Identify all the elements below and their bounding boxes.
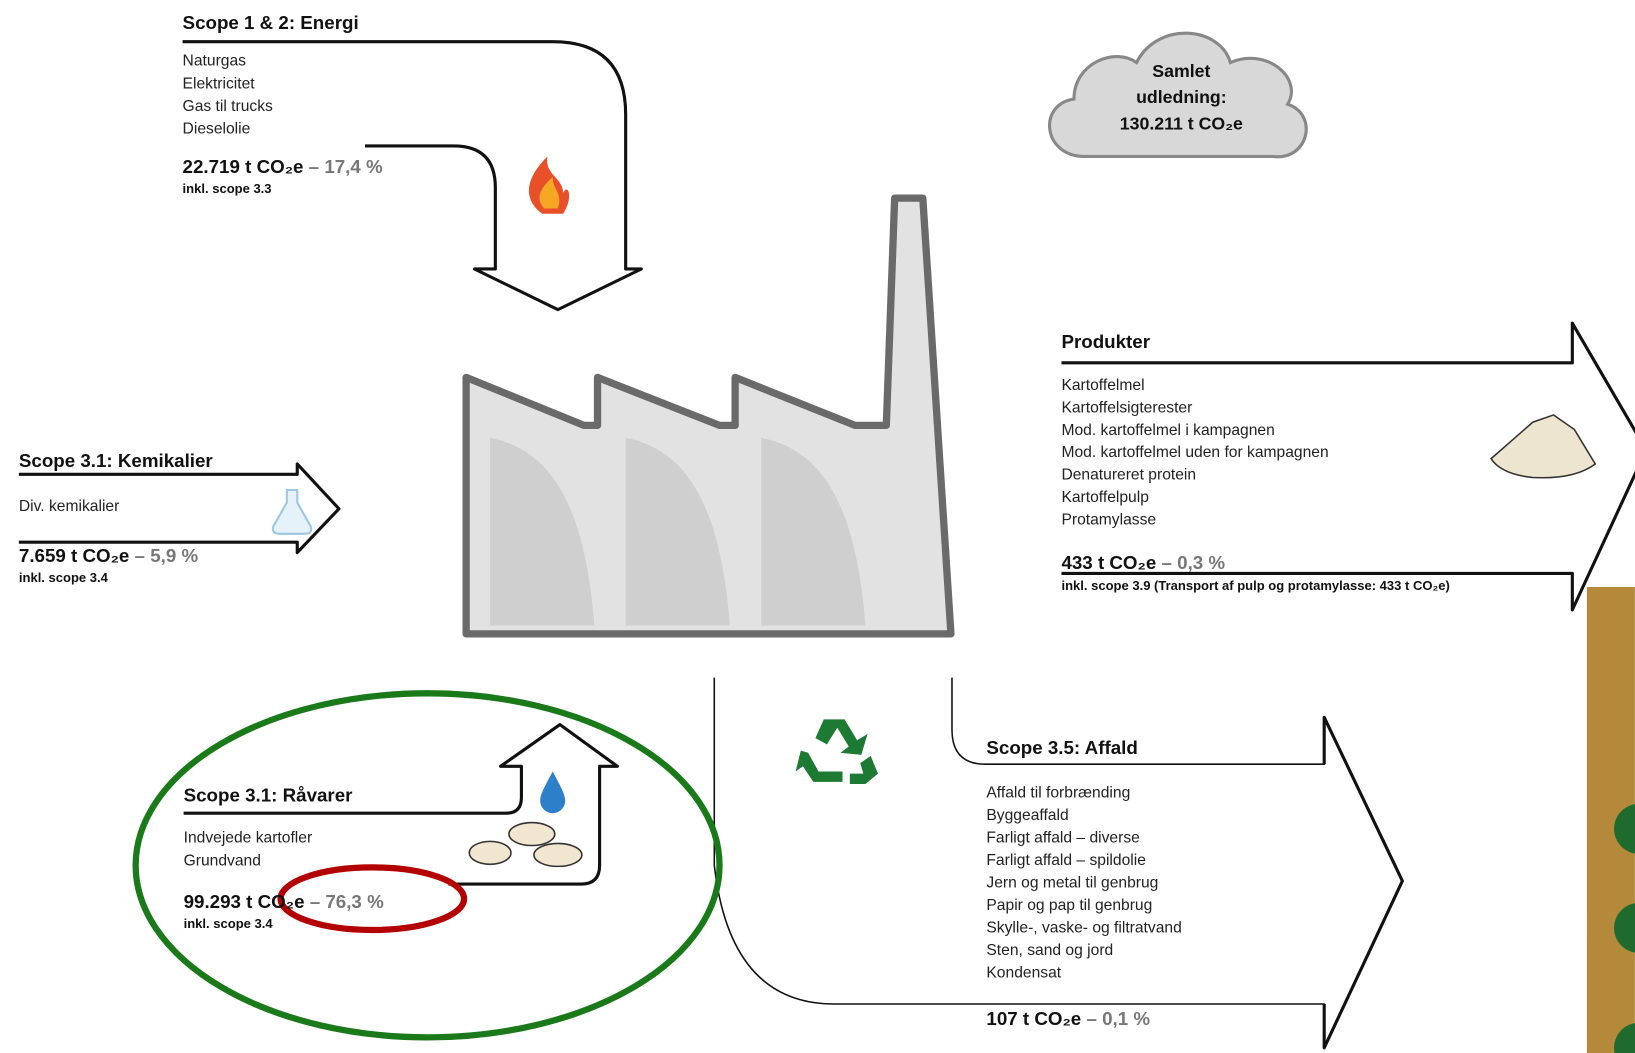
item: Sten, sand og jord xyxy=(986,942,1113,959)
item: Protamylasse xyxy=(1061,511,1156,528)
section-title: Scope 1 & 2: Energi xyxy=(183,12,359,33)
item: Denatureret protein xyxy=(1061,467,1196,484)
emission: 7.659 t CO₂e xyxy=(19,545,129,566)
section-title: Produkter xyxy=(1061,331,1150,352)
emission-line: 99.293 t CO₂e– 76,3 % xyxy=(184,891,384,912)
share: – 76,3 % xyxy=(310,891,384,912)
item: Dieselolie xyxy=(183,121,251,138)
share: – 0,3 % xyxy=(1162,552,1226,573)
item: Farligt affald – spildolie xyxy=(986,852,1146,869)
note: inkl. scope 3.3 xyxy=(183,181,272,196)
item: Elektricitet xyxy=(183,75,256,92)
emission-line: 107 t CO₂e– 0,1 % xyxy=(986,1008,1150,1029)
item: Papir og pap til genbrug xyxy=(986,897,1152,914)
powder-icon xyxy=(1491,415,1595,478)
item: Byggeaffald xyxy=(986,807,1068,824)
recycle-icon xyxy=(796,719,878,784)
share: – 5,9 % xyxy=(135,545,199,566)
emission: 99.293 t CO₂e xyxy=(184,891,305,912)
emission: 22.719 t CO₂e xyxy=(183,156,304,177)
potato-icon xyxy=(469,823,582,867)
flask-icon xyxy=(273,490,311,534)
waste-arrow-head xyxy=(1324,717,1402,1047)
flame-icon xyxy=(529,156,569,213)
section-title: Scope 3.5: Affald xyxy=(986,737,1137,758)
item: Kondensat xyxy=(986,965,1061,982)
item: Indvejede kartofler xyxy=(184,829,313,846)
item: Jern og metal til genbrug xyxy=(986,875,1158,892)
emission-line: 7.659 t CO₂e – 5,9 % xyxy=(19,545,199,566)
drop-icon xyxy=(540,772,565,814)
cloud-text: 130.211 t CO₂e xyxy=(1120,113,1243,133)
item: Farligt affald – diverse xyxy=(986,830,1139,847)
item: Mod. kartoffelmel i kampagnen xyxy=(1061,422,1274,439)
item: Div. kemikalier xyxy=(19,498,119,515)
item: Mod. kartoffelmel uden for kampagnen xyxy=(1061,444,1328,461)
section-title: Scope 3.1: Kemikalier xyxy=(19,450,214,471)
item: Kartoffelmel xyxy=(1061,377,1144,394)
item: Skylle-, vaske- og filtratvand xyxy=(986,920,1181,937)
item: Kartoffelsigterester xyxy=(1061,399,1192,416)
note: inkl. scope 3.9 (Transport af pulp og pr… xyxy=(1061,578,1449,593)
item: Grundvand xyxy=(184,852,261,869)
cloud-text: udledning: xyxy=(1136,87,1227,107)
share: – 0,1 % xyxy=(1086,1008,1150,1029)
item: Gas til trucks xyxy=(183,98,273,115)
cloud-text: Samlet xyxy=(1152,61,1210,81)
note: inkl. scope 3.4 xyxy=(184,916,274,931)
item: Naturgas xyxy=(183,53,247,70)
emission-line: 433 t CO₂e – 0,3 % xyxy=(1061,552,1225,573)
share: – 17,4 % xyxy=(309,156,383,177)
emission: 107 t CO₂e xyxy=(986,1008,1081,1029)
emission-line: 22.719 t CO₂e– 17,4 % xyxy=(183,156,383,177)
emission: 433 t CO₂e xyxy=(1061,552,1156,573)
section-title: Scope 3.1: Råvarer xyxy=(184,785,354,806)
diagram: Scope 1 & 2: Energi Naturgas Elektricitet G… xyxy=(0,0,1635,1053)
item: Kartoffelpulp xyxy=(1061,489,1149,506)
note: inkl. scope 3.4 xyxy=(19,570,109,585)
item: Affald til forbrænding xyxy=(986,785,1130,802)
